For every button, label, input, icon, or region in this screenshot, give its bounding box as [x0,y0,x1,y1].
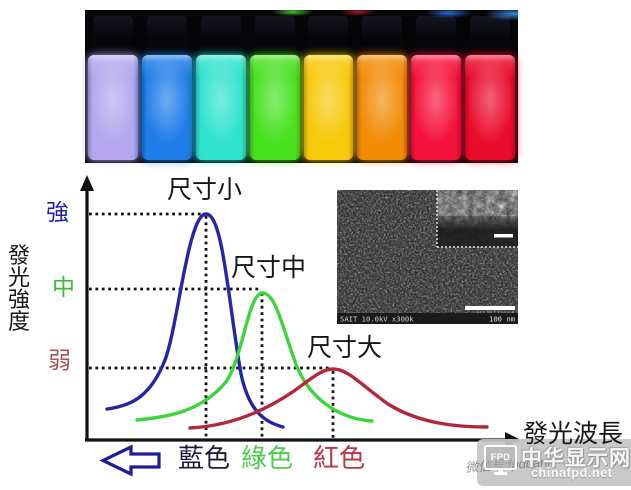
y-tick-strong: 強 [46,199,69,225]
dotted-guides [89,212,335,438]
site-watermark: 微信号:fpdbank FPD 中华显示网 chinafpd.net [465,439,631,486]
y-axis-title: 發光強度 [7,243,30,334]
y-tick-medium: 中 [52,274,75,300]
y-axis-arrowhead-icon [80,175,94,191]
vial-liquid [141,55,192,160]
sem-micrograph: SAIT 10.0kV x300k 100 nm [337,190,518,324]
vial-liquid [411,55,462,160]
vial-red [411,10,462,163]
vial-liquid [465,55,515,160]
y-tick-weak: 弱 [48,347,71,373]
sem-inset-zoom [436,190,518,248]
curve-large-size-red [188,367,489,430]
watermark-site-name: 中华显示网 [521,447,631,470]
vial-blue [141,10,192,163]
sem-inset-scalebar [494,234,513,238]
sem-scale-label: 100 nm [489,315,515,324]
annotation-size-small: 尺寸小 [167,176,243,204]
vial-yellow [303,10,354,163]
watermark-site-url: chinafpd.net [531,466,613,480]
vial-liquid [357,55,408,160]
annotation-size-large: 尺寸大 [307,334,383,362]
sem-inset-edge-shadow [437,216,518,247]
curve-medium-size-green [135,291,374,423]
fpd-monitor-stand-icon [494,469,507,475]
legend-label-red: 紅色 [313,443,366,473]
vials-photo [85,10,518,163]
vial-liquid [195,55,246,160]
vial-liquid [88,55,138,160]
curve-small-size-blue [105,212,285,429]
legend-label-green: 綠色 [241,443,294,473]
fpd-monitor-icon: FPD [484,445,517,470]
vial-liquid [303,55,354,160]
sem-caption-bar [337,313,518,324]
left-arrow-icon [99,444,161,477]
vial-cyan [195,10,246,163]
vial-orange [357,10,408,163]
annotation-size-medium: 尺寸中 [231,254,307,282]
legend-label-blue: 藍色 [178,443,231,473]
sem-caption: SAIT 10.0kV x300k [340,315,414,324]
photo-background-glints [85,10,518,26]
vial-liquid [249,55,300,160]
sem-main-scalebar [465,306,515,310]
x-axis-title: 發光波長 [523,420,624,448]
